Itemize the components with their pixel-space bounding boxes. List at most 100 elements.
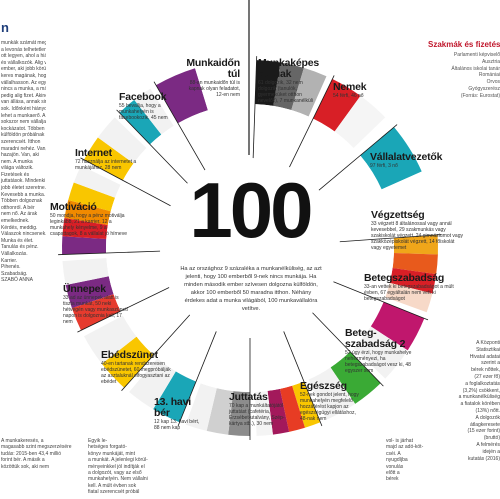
article-line: jobb életet szeretne. xyxy=(1,185,46,192)
article-line: Szabadság. xyxy=(1,270,28,277)
article-line: SZABÓ ANNA xyxy=(1,277,33,284)
wheel-divider xyxy=(116,109,188,184)
wheel-inner-band xyxy=(149,125,202,182)
article-line: kockázatot. Többen xyxy=(1,125,45,132)
wheel-wedge xyxy=(353,326,408,379)
note-line: a fiatalok körében xyxy=(460,401,500,408)
note-line: Statisztikai xyxy=(476,346,500,353)
article-line: emelkednek. xyxy=(1,218,30,225)
wheel-divider xyxy=(252,56,258,159)
segment-title: Internet xyxy=(75,147,112,159)
wheel-divider xyxy=(58,250,161,256)
article-line: vonulás xyxy=(386,463,404,470)
segment-unnepek: Ünnepek 33 ad az ünnepek alatt is tiszta… xyxy=(63,283,131,326)
note-line: a munkanélküliség xyxy=(458,394,500,401)
wheel-divider xyxy=(339,234,442,243)
wheel-wedge xyxy=(381,171,437,228)
wheel-wedge xyxy=(334,95,386,148)
article-line: nem. A munka xyxy=(1,158,33,165)
article-line: könyv munkáját, mint xyxy=(88,450,135,457)
segment-body: 52-nek gondot jelent, hogy munkahelyén m… xyxy=(300,392,359,422)
note-line: (bruttó) xyxy=(483,435,500,442)
wheel-wedge xyxy=(267,388,290,435)
segment-betegszabadsag-2: Beteg-szabadság 2 52 úgy érzi, hogy munk… xyxy=(345,327,423,375)
wheel-wedge xyxy=(129,358,176,410)
segment-title: Nemek xyxy=(333,81,367,93)
article-line: Válaszok nincsenek. xyxy=(1,231,46,238)
wheel-inner-band xyxy=(122,147,184,205)
segment-facebook: Facebook 55 bevallja, hogy a munkahelyén… xyxy=(119,92,179,122)
note-line: idején a xyxy=(482,448,500,455)
note-line: Hivatal adatai xyxy=(469,353,500,360)
wheel-wedge xyxy=(64,199,111,225)
segment-title: Ünnepek xyxy=(63,283,106,295)
segment-body: 70 kap a munkáltatójától juttatást (cafe… xyxy=(229,403,285,427)
wheel-divider xyxy=(77,287,170,333)
segment-motivacio: Motiváció 50 mondja, hogy a pénz motivál… xyxy=(50,201,132,238)
wheel-wedge xyxy=(228,391,250,436)
note-line: (27 ezer fő) xyxy=(474,373,500,380)
wheel-wedge xyxy=(73,165,121,198)
wheel-divider xyxy=(177,331,217,427)
note-line: A felmérés xyxy=(476,441,500,448)
article-line: A munkakeresés, a xyxy=(1,438,44,444)
segment-title: Beteg-szabadság 2 xyxy=(345,327,406,350)
sidebar-line: Ausztria xyxy=(481,58,500,65)
article-line: világa változik. xyxy=(1,165,34,172)
wheel-wedge xyxy=(134,88,174,135)
wheel-wedge xyxy=(195,60,240,111)
note-line: kutatás (2016) xyxy=(468,455,500,462)
wheel-inner-band xyxy=(106,184,168,254)
segment-body: 88-an munkaidőn túl is kapnak olyan fela… xyxy=(188,80,240,98)
wheel-inner-band xyxy=(320,155,393,236)
wheel-wedge xyxy=(279,385,305,432)
wheel-wedge xyxy=(62,217,108,239)
segment-13-havi-ber: 13. havi bér 12 kap 13. havi bért, 88 ne… xyxy=(154,397,206,432)
article-line: nem nő. Az árak xyxy=(1,211,38,218)
article-line: Pihenés. xyxy=(1,264,21,271)
segment-body: 52 úgy érzi, hogy munkahelye nehezményez… xyxy=(345,350,412,374)
wheel-inner-band xyxy=(122,291,189,356)
wheel-wedge xyxy=(393,234,438,255)
article-line: vállalhasson. Az egyik xyxy=(1,79,46,86)
note-line: átlagkeresete xyxy=(469,421,500,428)
article-line: sokszor nem vállalja a xyxy=(1,119,46,126)
article-line: kell. A múlt évben sok xyxy=(88,482,137,489)
article-line: fiatal szerencsét próbál xyxy=(88,489,140,496)
wheel-wedge xyxy=(313,79,361,132)
wheel-wedge xyxy=(185,383,217,431)
wheel-wedge xyxy=(156,68,208,124)
article-line: hazajön. Van, aki xyxy=(1,152,39,159)
segment-body: 50 mondja, hogy a pénz motiválja leginká… xyxy=(50,213,127,237)
wheel-wedge xyxy=(389,268,437,294)
segment-munkaidon-tul: Munkaidőn túl 88-an munkaidőn túl is kap… xyxy=(180,57,240,99)
article-line: majd az adó-köt- xyxy=(386,444,424,451)
segment-title: Munkaképes korúak xyxy=(258,57,320,80)
segment-title: Motiváció xyxy=(50,201,97,213)
segment-body: 61 dolgozik, 32 nem dolgozik (tanulók, g… xyxy=(258,80,314,104)
segment-title: Munkaidőn túl xyxy=(186,57,240,80)
wheel-divider xyxy=(153,81,206,171)
wheel-wedge xyxy=(308,367,356,420)
article-line: ményeinkkel jól indítják el xyxy=(88,463,145,470)
wheel-wedge xyxy=(255,390,273,436)
article-line: külföldön próbálnak xyxy=(1,132,45,139)
note-line: (13%) nőtt. xyxy=(475,407,500,414)
article-line: nyugdíjba xyxy=(386,457,408,464)
wheel-wedge xyxy=(84,137,134,181)
wheel-wedge xyxy=(370,301,425,351)
article-line: vol- is járhat xyxy=(386,438,413,444)
article-line: szerencsét. Itthon xyxy=(1,138,41,145)
wheel-inner-band xyxy=(316,282,384,349)
bottom-left-text: Egyik le-hetséges forgató-könyv munkáját… xyxy=(88,438,148,496)
segment-egeszseg: Egészség 52-nek gondot jelent, hogy munk… xyxy=(300,381,362,423)
wheel-divider xyxy=(283,331,323,427)
sidebar-line: Orvos xyxy=(486,79,500,86)
note-line: A Központi xyxy=(476,340,500,346)
note-line: A dolgozók xyxy=(475,414,500,421)
wheel-inner-band xyxy=(157,318,216,382)
article-line: Többen dolgoznak xyxy=(1,198,43,205)
article-line: közöttük sok, aki nem xyxy=(1,463,50,470)
article-line: munkák számát megszámlálni xyxy=(1,40,46,46)
